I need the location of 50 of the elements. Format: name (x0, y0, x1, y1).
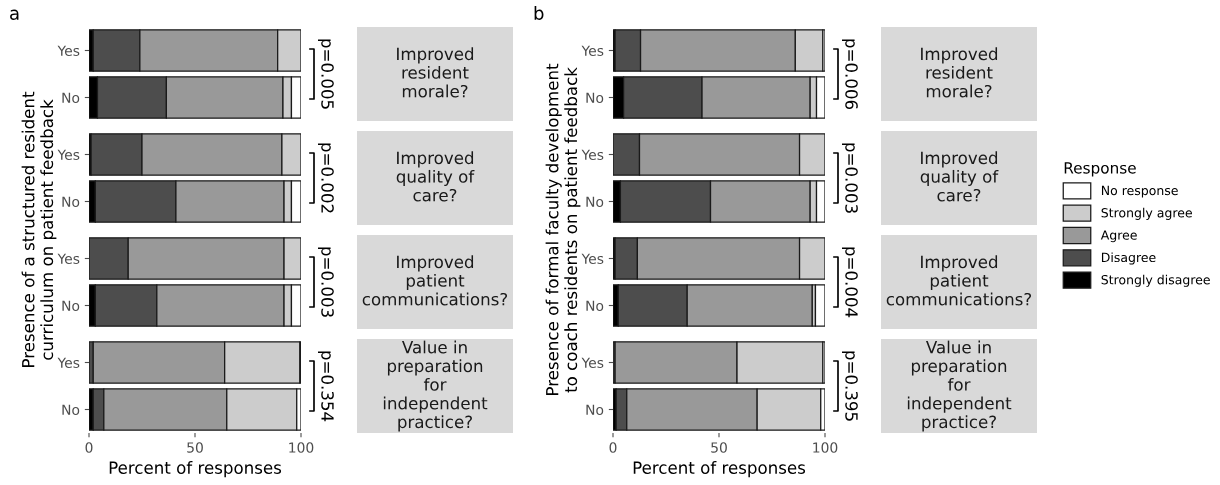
y-tick-label: No (586, 92, 604, 103)
chart-subtitle: b (534, 6, 544, 20)
chart-subtitle: a (10, 9, 19, 20)
legend-label: Strongly disagree (1101, 274, 1210, 287)
x-tick-label: 50 (187, 442, 203, 453)
legend-label: Agree (1100, 230, 1137, 243)
y-tick-label: No (586, 196, 604, 207)
y-tick-label: No (586, 404, 604, 415)
y-tick-label: Yes (581, 45, 604, 56)
y-tick-label: Yes (57, 253, 80, 264)
x-tick-label: 100 (813, 442, 838, 453)
x-axis-title: Percent of responses (109, 461, 282, 478)
text: Improved patient communications? (362, 255, 508, 306)
text: Improved quality of care? (920, 151, 999, 202)
y-tick-label: Yes (57, 149, 80, 160)
y-axis-title: Presence of a structured resident curriculum on patient feedback (21, 91, 57, 367)
text: p=0.004 (842, 247, 858, 318)
text: Improved quality of care? (396, 151, 475, 202)
x-axis-title: Percent of responses (633, 461, 806, 478)
legend-label: No response (1101, 185, 1178, 198)
text: Improved resident morale? (397, 47, 474, 98)
y-tick-label: No (62, 300, 80, 311)
legend-label: Disagree (1101, 252, 1156, 265)
text: p=0.006 (842, 39, 858, 110)
text: p=0.002 (318, 143, 334, 213)
text: p=0.005 (318, 39, 334, 109)
text: Improved patient communications? (886, 255, 1032, 306)
text: p=0.395 (842, 351, 858, 421)
text: p=0.354 (318, 351, 334, 422)
y-axis-title: Presence of formal faculty development to coach residents on patient feedback (545, 63, 581, 395)
x-tick-label: 0 (609, 442, 617, 453)
text: p=0.003 (318, 247, 334, 317)
y-tick-label: Yes (581, 357, 604, 368)
text: p=0.003 (842, 143, 858, 213)
y-tick-label: Yes (57, 357, 80, 368)
text: Value in preparation for independent practice? (383, 340, 488, 432)
x-tick-label: 50 (711, 442, 727, 453)
text: Value in preparation for independent practice? (907, 340, 1012, 432)
y-tick-label: No (586, 300, 604, 311)
y-tick-label: No (62, 196, 80, 207)
x-tick-label: 0 (85, 442, 93, 453)
legend-label: Strongly agree (1101, 207, 1192, 220)
y-tick-label: Yes (581, 253, 604, 264)
text: Improved resident morale? (921, 47, 998, 98)
x-tick-label: 100 (289, 442, 314, 453)
y-tick-label: Yes (57, 45, 80, 56)
y-tick-label: No (62, 92, 80, 103)
y-tick-label: No (62, 404, 80, 415)
y-tick-label: Yes (581, 149, 604, 160)
legend-title: Response (1064, 162, 1136, 177)
